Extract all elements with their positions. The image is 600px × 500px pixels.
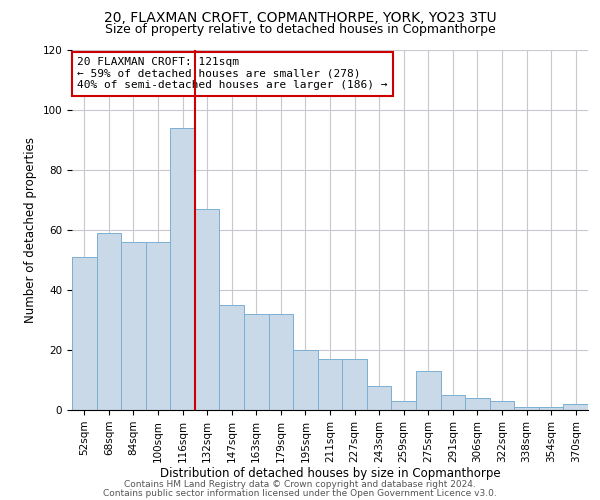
Bar [342,359,367,410]
Text: Contains public sector information licensed under the Open Government Licence v3: Contains public sector information licen… [103,488,497,498]
Bar [514,407,539,410]
Text: Contains HM Land Registry data © Crown copyright and database right 2024.: Contains HM Land Registry data © Crown c… [124,480,476,489]
Bar [367,386,391,410]
Bar [195,209,220,410]
Bar [440,395,465,410]
Y-axis label: Number of detached properties: Number of detached properties [24,137,37,323]
Bar [539,407,563,410]
Bar [269,314,293,410]
Bar [146,242,170,410]
Bar [220,305,244,410]
Text: Size of property relative to detached houses in Copmanthorpe: Size of property relative to detached ho… [104,22,496,36]
Bar [72,257,97,410]
Bar [391,401,416,410]
Bar [465,398,490,410]
Bar [318,359,342,410]
Bar [170,128,195,410]
Bar [121,242,146,410]
Bar [293,350,318,410]
Bar [490,401,514,410]
Bar [97,233,121,410]
Bar [244,314,269,410]
Bar [416,371,440,410]
Bar [563,404,588,410]
Text: 20 FLAXMAN CROFT: 121sqm
← 59% of detached houses are smaller (278)
40% of semi-: 20 FLAXMAN CROFT: 121sqm ← 59% of detach… [77,57,388,90]
X-axis label: Distribution of detached houses by size in Copmanthorpe: Distribution of detached houses by size … [160,468,500,480]
Text: 20, FLAXMAN CROFT, COPMANTHORPE, YORK, YO23 3TU: 20, FLAXMAN CROFT, COPMANTHORPE, YORK, Y… [104,11,496,25]
